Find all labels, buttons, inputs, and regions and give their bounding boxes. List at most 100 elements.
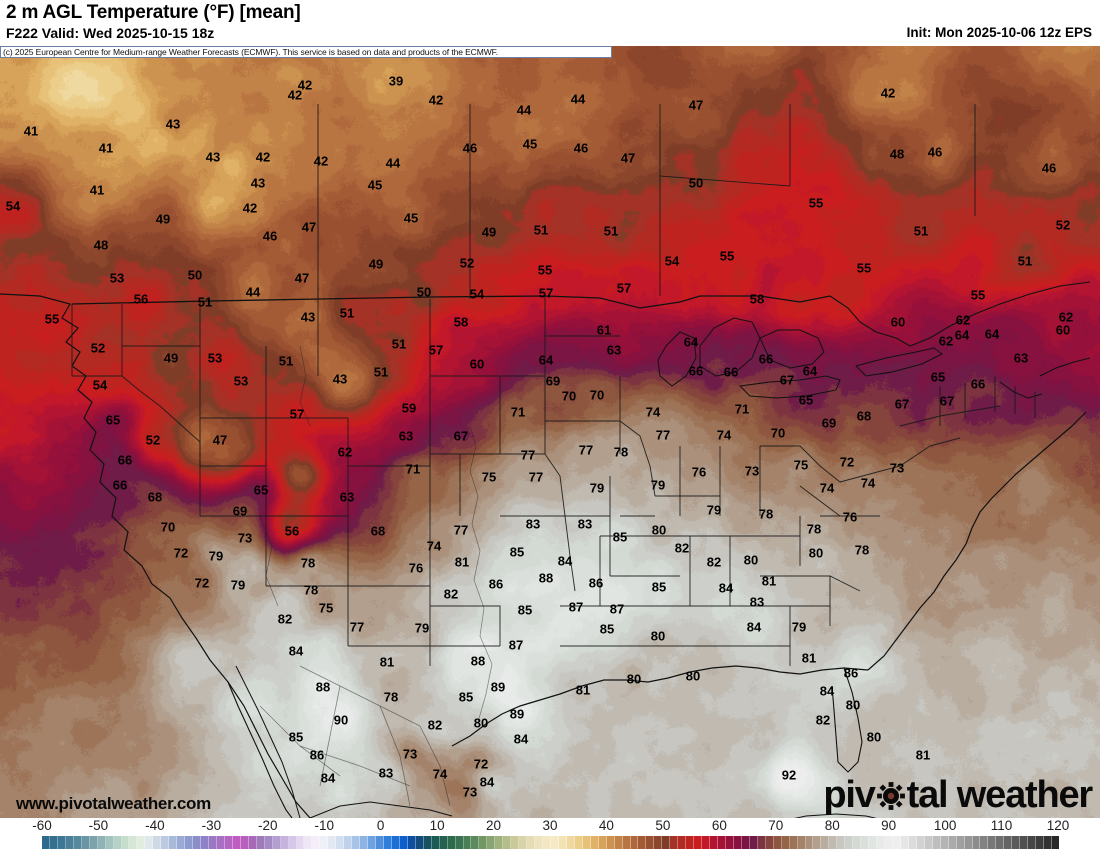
colorbar-swatch [590,836,599,849]
colorbar-swatch [423,836,432,849]
attribution-strip: (c) 2025 European Centre for Medium-rang… [0,46,612,58]
colorbar-swatch [391,836,400,849]
colorbar-swatch [1004,836,1013,849]
colorbar-swatch [153,836,162,849]
colorbar-swatch [272,836,281,849]
colorbar-swatch [304,836,313,849]
colorbar-swatch [757,836,766,849]
colorbar-swatch [932,836,941,849]
colorbar-swatch [988,836,997,849]
colorbar-swatch [749,836,758,849]
colorbar-swatch [908,836,917,849]
colorbar-swatch [177,836,186,849]
colorbar[interactable]: -60 -50 -40 -30 -20 -10 0 10 20 30 40 50 60 70 80 90 100… [0,818,1100,850]
colorbar-swatch [383,836,392,849]
colorbar-swatch [407,836,416,849]
colorbar-tick-label: 60 [711,818,727,833]
colorbar-swatch [232,836,241,849]
colorbar-swatch [741,836,750,849]
colorbar-swatch [614,836,623,849]
pivotal-weather-logo: piv tal weather [823,774,1094,816]
sun-gear-icon [876,780,906,810]
page-title: 2 m AGL Temperature (°F) [mean] [6,2,301,23]
temperature-map[interactable]: 42 42 39 42 44 44 47 42 41 41 43 43 42 42 44 46 45 46 47 48… [0,46,1100,818]
colorbar-swatch [725,836,734,849]
colorbar-swatch [892,836,901,849]
colorbar-swatch [916,836,925,849]
colorbar-swatch [113,836,122,849]
colorbar-swatch [630,836,639,849]
colorbar-tick-label: 20 [486,818,502,833]
colorbar-swatch [574,836,583,849]
colorbar-swatch [956,836,965,849]
colorbar-tick-label: -20 [258,818,278,833]
colorbar-swatch [710,836,719,849]
colorbar-swatch [765,836,774,849]
logo-text-post: tal weather [906,774,1094,816]
colorbar-swatch [201,836,210,849]
colorbar-swatch [996,836,1005,849]
colorbar-swatch [455,836,464,849]
colorbar-swatch [821,836,830,849]
colorbar-swatch [1012,836,1021,849]
colorbar-swatch [702,836,711,849]
colorbar-swatch [638,836,647,849]
colorbar-swatch [49,836,58,849]
colorbar-swatch [972,836,981,849]
colorbar-swatch [352,836,361,849]
colorbar-swatch [439,836,448,849]
colorbar-swatch [718,836,726,849]
colorbar-swatch [89,836,98,849]
colorbar-swatch [264,836,273,849]
colorbar-swatch [288,836,297,849]
colorbar-swatch [256,836,265,849]
colorbar-swatch [829,836,838,849]
colorbar-swatch [73,836,82,849]
colorbar-tick-label: 90 [881,818,897,833]
colorbar-swatch [129,836,138,849]
colorbar-swatch [344,836,353,849]
colorbar-tick-label: 10 [429,818,445,833]
colorbar-tick-label: 80 [824,818,840,833]
colorbar-swatch [463,836,472,849]
valid-time-label: F222 Valid: Wed 2025-10-15 18z [6,25,215,41]
colorbar-tick-label: -30 [201,818,222,833]
colorbar-swatch [495,836,504,849]
colorbar-swatch [662,836,671,849]
colorbar-swatch [296,836,305,849]
colorbar-swatch [360,836,369,849]
colorbar-swatch [948,836,957,849]
colorbar-swatch [1028,836,1037,849]
colorbar-swatch [861,836,870,849]
colorbar-swatch [558,836,567,849]
colorbar-swatch [185,836,194,849]
colorbar-swatch [240,836,249,849]
colorbar-tick-label: 30 [542,818,558,833]
colorbar-swatch [582,836,591,849]
colorbar-swatch [415,836,424,849]
colorbar-ticks: -60 -50 -40 -30 -20 -10 0 10 20 30 40 50 60 70 80 90 100… [0,818,1100,835]
colorbar-swatch [280,836,289,849]
colorbar-swatch [137,836,146,849]
colorbar-swatch [940,836,949,849]
map-header: 2 m AGL Temperature (°F) [mean] F222 Val… [0,0,1100,46]
colorbar-swatch [487,836,496,849]
map-borders-overlay [0,104,1091,818]
colorbar-swatch [471,836,480,849]
colorbar-swatch [686,836,695,849]
colorbar-swatch [328,836,337,849]
colorbar-swatch [216,836,225,849]
website-watermark: www.pivotalweather.com [16,794,211,813]
colorbar-swatch [885,836,893,849]
colorbar-swatch [551,836,559,849]
colorbar-swatch [773,836,782,849]
logo-text-pre: piv [823,774,876,816]
colorbar-swatch [145,836,154,849]
colorbar-tick-label: 120 [1046,818,1070,833]
colorbar-swatch [248,836,257,849]
colorbar-tick-label: -10 [314,818,334,833]
colorbar-swatch [733,836,742,849]
colorbar-swatch [543,836,551,849]
colorbar-swatch [368,836,377,849]
